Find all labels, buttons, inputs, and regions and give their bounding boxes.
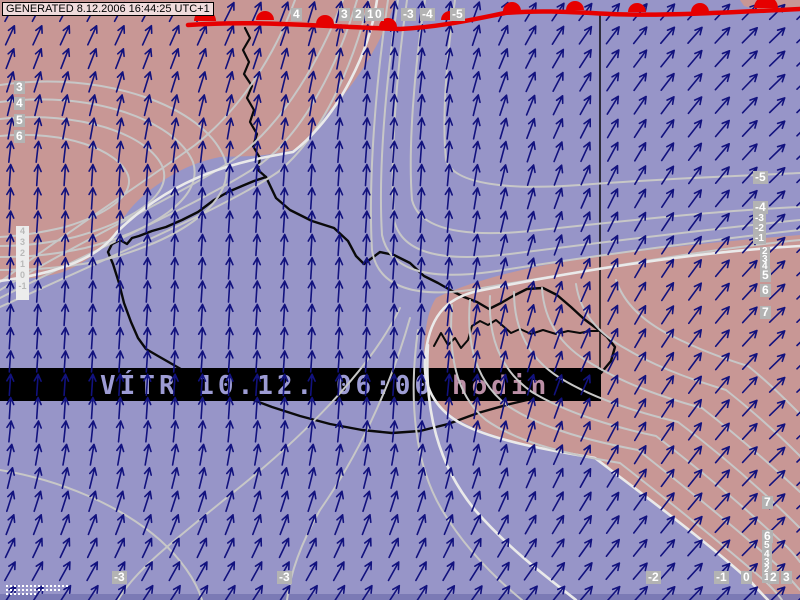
- banner-title-text: VÍTR 10.12. 06:00: [100, 369, 434, 401]
- inner-boundary-line: [433, 319, 599, 349]
- isotherm-contour: [488, 295, 800, 563]
- isotherm-contour: [423, 244, 800, 600]
- warm-front-symbol: [628, 3, 646, 12]
- top-edge-contour-label: 3: [339, 7, 350, 21]
- warm-front-symbol: [316, 15, 334, 24]
- bottom-edge-band: [0, 594, 800, 600]
- isotherm-contour: [443, 0, 800, 188]
- right-edge-contour-label: 3: [762, 557, 772, 568]
- isotherm-contour: [379, 0, 800, 276]
- isotherm-contour: [0, 98, 196, 258]
- bottom-edge-contour-label: -2: [646, 570, 661, 584]
- bottom-edge-contour-label: 3: [781, 570, 792, 584]
- generated-timestamp-box: GENERATED 8.12.2006 16:44:25 UTC+1: [2, 2, 214, 16]
- isotherm-contour: [409, 0, 800, 235]
- bottom-edge-contour-label: 2: [768, 570, 779, 584]
- bottom-edge-contour-label: -3: [112, 570, 127, 584]
- tiny-watermark: [6, 585, 76, 597]
- right-edge-contour-label: -5: [753, 170, 768, 184]
- isotherm-contour: [0, 0, 358, 299]
- warm-front-symbol: [566, 1, 584, 10]
- left-edge-contour-label: 6: [14, 129, 25, 143]
- top-edge-contour-label: 0: [373, 7, 384, 21]
- warm-front-symbol: [503, 2, 521, 11]
- isotherm-contour: [0, 469, 203, 600]
- northern-border-line: [241, 26, 268, 179]
- title-banner: VÍTR 10.12. 06:00 hodin: [0, 368, 601, 401]
- isotherm-contour: [286, 317, 411, 600]
- right-edge-contour-label: 5: [762, 540, 772, 551]
- isotherm-contour: [412, 329, 523, 600]
- top-edge-contour-label: 1: [365, 7, 376, 21]
- bottom-edge-contour-label: 0: [741, 570, 752, 584]
- right-edge-contour-label: -1: [753, 233, 766, 244]
- right-edge-contour-label: 2: [760, 246, 770, 257]
- czech-republic-border: [106, 175, 617, 435]
- right-edge-contour-label: 4: [762, 549, 772, 560]
- top-edge-contour-label: -5: [450, 7, 465, 21]
- bottom-edge-contour-label: -3: [277, 570, 292, 584]
- right-edge-contour-label: 3: [760, 254, 770, 265]
- warm-region-1: [0, 0, 395, 280]
- isotherm-contour: [369, 0, 800, 294]
- right-edge-contour-label: -4: [753, 200, 768, 214]
- warm-front-symbol: [691, 3, 709, 12]
- isotherm-contour: [0, 0, 296, 283]
- right-edge-contour-label: 4: [760, 261, 770, 272]
- left-edge-contour-label: 3: [14, 80, 25, 94]
- country-border-layer: [106, 15, 617, 435]
- right-edge-contour-label: 7: [760, 305, 771, 319]
- top-edge-contour-label: 2: [353, 7, 364, 21]
- right-edge-contour-label: -3: [753, 213, 766, 224]
- isotherm-contour: [0, 0, 379, 283]
- left-edge-label-stack: 4 3 2 1 0 -1: [16, 226, 29, 300]
- isotherm-contour: [117, 307, 401, 600]
- isotherm-contour: [575, 283, 800, 457]
- right-edge-contour-label: 6: [762, 529, 773, 543]
- warm-front-symbol: [754, 0, 778, 8]
- right-edge-contour-label: 2: [762, 564, 772, 575]
- top-edge-contour-label: -3: [401, 7, 416, 21]
- warm-front-symbol: [256, 11, 274, 20]
- isotherm-contour: [513, 291, 800, 529]
- right-edge-contour-label: -2: [753, 223, 766, 234]
- isotherm-contour: [615, 279, 800, 415]
- top-edge-contour-label: -4: [420, 7, 435, 21]
- isotherm-contour: [391, 0, 800, 258]
- isotherm-contour: [426, 343, 578, 600]
- right-edge-contour-label: 6: [760, 283, 771, 297]
- isotherm-contour: [0, 0, 344, 291]
- right-edge-contour-label: 7: [762, 495, 773, 509]
- right-edge-contour-label: 1: [762, 572, 772, 583]
- warm-front-line: [185, 6, 800, 32]
- map-bottom-band: [0, 594, 800, 600]
- right-edge-contour-label: 5: [760, 268, 771, 282]
- isotherm-contour: [0, 0, 370, 308]
- top-edge-contour-label: 4: [291, 7, 302, 21]
- left-edge-contour-label: 4: [14, 96, 25, 110]
- left-edge-contour-label: 5: [14, 113, 25, 127]
- bottom-edge-contour-label: -1: [714, 570, 729, 584]
- isotherm-contour: [0, 116, 166, 247]
